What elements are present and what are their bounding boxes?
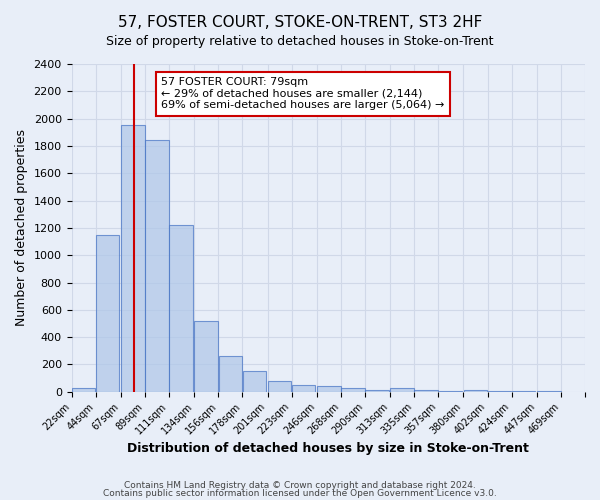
Bar <box>96 234 119 392</box>
Bar <box>317 386 341 392</box>
Text: 57, FOSTER COURT, STOKE-ON-TRENT, ST3 2HF: 57, FOSTER COURT, STOKE-ON-TRENT, ST3 2H… <box>118 15 482 30</box>
Bar <box>365 390 389 392</box>
Bar <box>218 356 242 392</box>
Bar <box>145 140 169 392</box>
Bar <box>512 391 535 392</box>
Text: Size of property relative to detached houses in Stoke-on-Trent: Size of property relative to detached ho… <box>106 35 494 48</box>
Bar <box>464 390 487 392</box>
Bar <box>194 321 218 392</box>
Bar <box>169 225 193 392</box>
Bar <box>341 388 365 392</box>
Text: Contains public sector information licensed under the Open Government Licence v3: Contains public sector information licen… <box>103 488 497 498</box>
Bar <box>72 388 95 392</box>
Y-axis label: Number of detached properties: Number of detached properties <box>15 130 28 326</box>
Bar <box>268 381 292 392</box>
X-axis label: Distribution of detached houses by size in Stoke-on-Trent: Distribution of detached houses by size … <box>127 442 529 455</box>
Bar <box>537 391 560 392</box>
Text: Contains HM Land Registry data © Crown copyright and database right 2024.: Contains HM Land Registry data © Crown c… <box>124 481 476 490</box>
Bar <box>439 391 462 392</box>
Bar <box>391 388 414 392</box>
Bar <box>242 372 266 392</box>
Bar <box>121 126 145 392</box>
Bar <box>292 385 316 392</box>
Bar <box>415 390 438 392</box>
Text: 57 FOSTER COURT: 79sqm
← 29% of detached houses are smaller (2,144)
69% of semi-: 57 FOSTER COURT: 79sqm ← 29% of detached… <box>161 77 445 110</box>
Bar <box>488 391 511 392</box>
